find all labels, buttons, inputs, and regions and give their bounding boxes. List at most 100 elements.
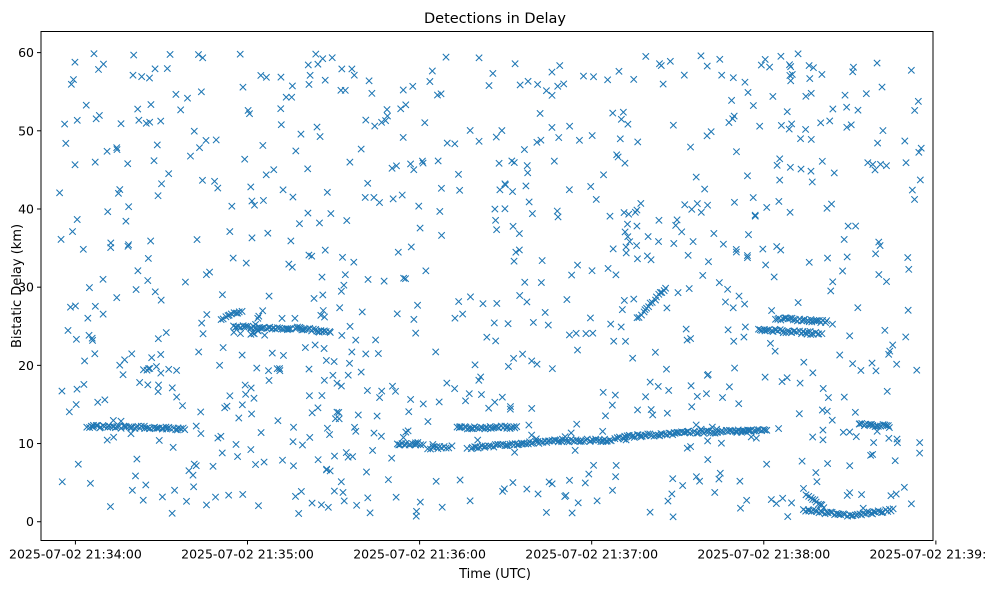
detection-point: [291, 314, 299, 322]
detection-point: [493, 299, 501, 308]
detection-point: [113, 144, 121, 152]
detection-point: [192, 422, 200, 430]
detection-point: [442, 53, 450, 61]
detection-point: [133, 455, 141, 463]
detection-point: [289, 423, 298, 431]
detection-point: [378, 118, 386, 126]
detection-point: [775, 197, 783, 205]
detection-point: [333, 408, 341, 416]
detection-point: [856, 420, 864, 428]
detection-point: [289, 462, 298, 470]
detection-point: [743, 251, 751, 260]
detection-point: [846, 462, 854, 470]
detection-point: [908, 186, 916, 194]
detection-point: [573, 420, 581, 428]
detection-point: [682, 325, 690, 333]
detection-point: [730, 337, 738, 345]
detection-point: [735, 292, 743, 300]
detection-point: [881, 326, 889, 334]
detection-point: [318, 273, 326, 281]
detection-point: [142, 481, 150, 489]
y-tick-label: 0: [26, 514, 34, 529]
detection-point: [135, 116, 143, 124]
detection-point: [907, 66, 915, 74]
detection-point: [783, 327, 791, 335]
detection-point: [901, 137, 909, 145]
detection-point: [857, 366, 865, 375]
detection-point: [353, 501, 361, 509]
detection-point: [350, 71, 358, 79]
detection-point: [743, 254, 752, 262]
detection-point: [891, 457, 899, 465]
detection-point: [62, 139, 70, 147]
detection-point: [870, 439, 878, 447]
detection-point: [788, 70, 796, 78]
detection-point: [394, 248, 402, 256]
detection-point: [506, 405, 514, 413]
detection-point: [154, 387, 162, 396]
detection-point: [259, 196, 267, 205]
detection-point: [633, 222, 641, 230]
detection-point: [605, 436, 614, 444]
detection-point: [437, 184, 446, 192]
detection-point: [127, 430, 135, 438]
detection-point: [198, 319, 206, 327]
detection-point: [202, 501, 211, 509]
detection-point: [465, 390, 473, 398]
detection-point: [370, 429, 378, 437]
detection-point: [358, 308, 366, 316]
detection-point: [157, 117, 165, 125]
x-tick-label: 2025-07-02 21:34:00: [9, 547, 142, 562]
detection-point: [851, 408, 859, 416]
detection-point: [309, 325, 317, 333]
detection-point: [783, 374, 791, 382]
detection-point: [657, 61, 665, 70]
detection-point: [572, 329, 580, 337]
detection-point: [630, 75, 638, 83]
detection-point: [148, 354, 156, 362]
detection-point: [824, 393, 832, 402]
detection-point: [291, 324, 299, 333]
detection-point: [445, 444, 453, 452]
detection-point: [217, 316, 225, 324]
detection-point: [314, 456, 322, 464]
detection-point: [282, 93, 290, 101]
detection-point: [232, 440, 240, 448]
detection-point: [637, 199, 645, 207]
detection-point: [368, 89, 376, 97]
detection-point: [288, 82, 296, 90]
detection-point: [124, 241, 133, 249]
detection-point: [589, 461, 598, 469]
detection-point: [352, 336, 360, 344]
detection-point: [807, 135, 815, 143]
detection-point: [770, 273, 778, 281]
detection-point: [786, 208, 794, 216]
detection-point: [344, 371, 352, 379]
detection-point: [718, 393, 727, 402]
detection-point: [616, 135, 624, 143]
detection-point: [509, 222, 517, 230]
detection-point: [805, 258, 813, 266]
detection-point: [348, 65, 356, 73]
detection-point: [226, 228, 234, 236]
detection-point: [818, 157, 826, 165]
detection-point: [402, 428, 410, 436]
detection-point: [225, 311, 233, 319]
detection-point: [178, 402, 187, 410]
detection-point: [364, 494, 372, 502]
detection-point: [510, 159, 518, 167]
detection-point: [696, 477, 704, 485]
detection-point: [421, 119, 429, 127]
detection-point: [144, 381, 152, 389]
detection-point: [893, 360, 901, 368]
detection-point: [512, 248, 520, 256]
detection-point: [545, 437, 553, 445]
chart-title: Detections in Delay: [424, 11, 566, 27]
detection-point: [778, 377, 786, 386]
detection-point: [242, 322, 250, 330]
detection-point: [787, 63, 795, 71]
detection-point: [840, 235, 848, 244]
detection-point: [815, 330, 823, 338]
detection-point: [692, 173, 700, 181]
detection-point: [241, 381, 249, 389]
